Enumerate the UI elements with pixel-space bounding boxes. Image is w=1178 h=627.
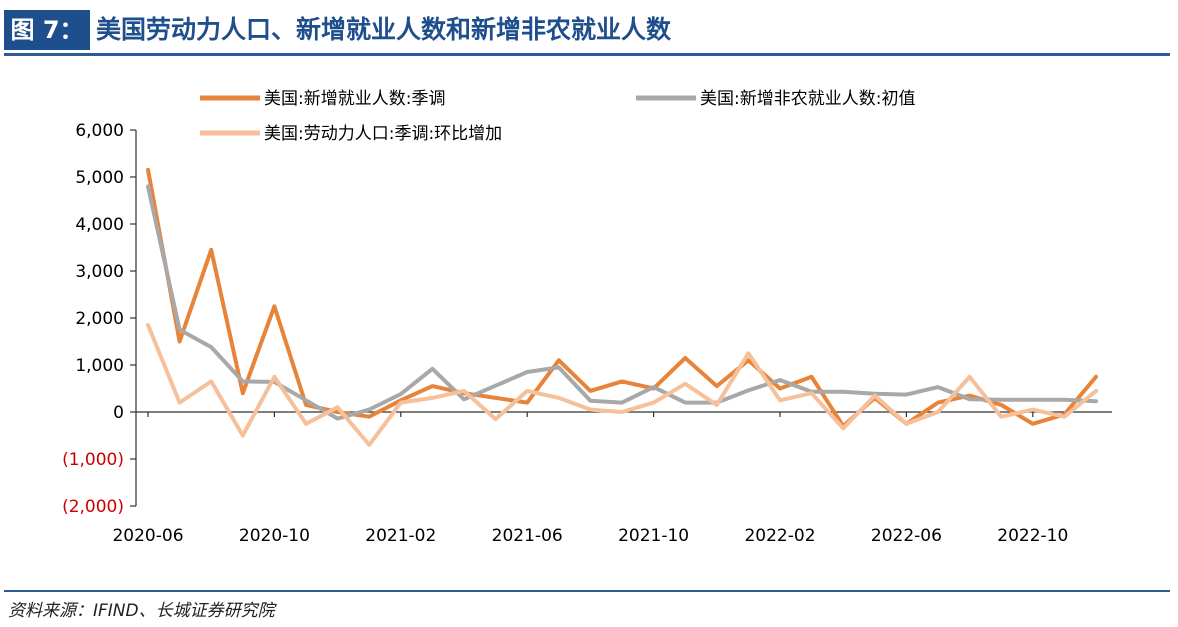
header-rule bbox=[4, 53, 1170, 56]
series-line-3 bbox=[146, 323, 1098, 447]
figure-header: 图 7： 美国劳动力人口、新增就业人数和新增非农就业人数 bbox=[0, 0, 1178, 56]
y-tick-label: (1,000) bbox=[62, 450, 124, 470]
x-tick-label: 2021-06 bbox=[492, 526, 563, 546]
figure-title: 美国劳动力人口、新增就业人数和新增非农就业人数 bbox=[96, 15, 672, 44]
x-tick-label: 2022-02 bbox=[744, 526, 815, 546]
y-tick-label: 6,000 bbox=[75, 121, 124, 141]
y-tick-label: (2,000) bbox=[62, 497, 124, 517]
x-tick-label: 2022-10 bbox=[997, 526, 1068, 546]
y-tick-label: 3,000 bbox=[75, 262, 124, 282]
series-line-2 bbox=[146, 184, 1098, 421]
y-tick-label: 1,000 bbox=[75, 356, 124, 376]
line-chart: (2,000) (1,000) 0 1,000 2,000 3,000 4,000 5,000… bbox=[62, 89, 1112, 546]
x-tick-label: 2021-10 bbox=[618, 526, 689, 546]
x-tick-label: 2020-10 bbox=[239, 526, 310, 546]
legend-label-3: 美国:劳动力人口:季调:环比增加 bbox=[264, 124, 502, 144]
legend-label-1: 美国:新增就业人数:季调 bbox=[264, 89, 445, 109]
series-line-1 bbox=[146, 167, 1098, 429]
x-tick-label: 2021-02 bbox=[365, 526, 436, 546]
legend-label-2: 美国:新增非农就业人数:初值 bbox=[700, 89, 915, 109]
y-tick-label: 4,000 bbox=[75, 215, 124, 235]
figure-label: 图 7： bbox=[4, 10, 90, 50]
y-tick-label: 5,000 bbox=[75, 168, 124, 188]
y-tick-label: 2,000 bbox=[75, 309, 124, 329]
x-tick-label: 2020-06 bbox=[112, 526, 183, 546]
footer-rule bbox=[4, 590, 1170, 592]
x-tick-label: 2022-06 bbox=[871, 526, 942, 546]
source-note: 资料来源：IFIND、长城证券研究院 bbox=[8, 601, 275, 621]
y-tick-label: 0 bbox=[113, 403, 124, 423]
